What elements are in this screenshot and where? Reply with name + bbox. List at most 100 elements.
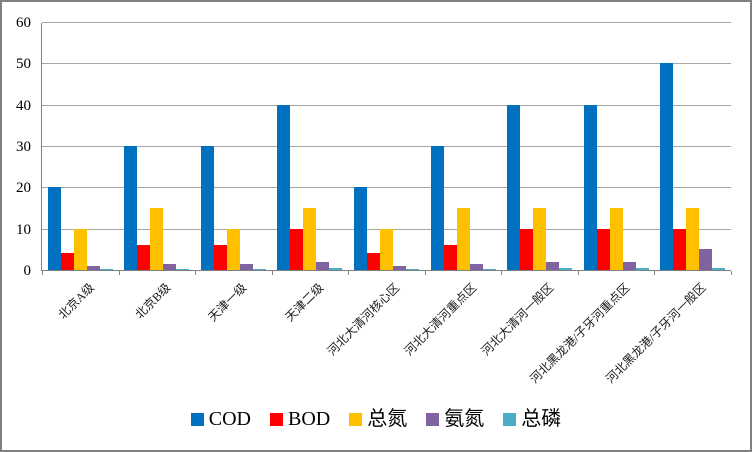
bar-ammonia-nitrogen	[316, 261, 330, 270]
bar-total-nitrogen	[456, 208, 470, 270]
bar-ammonia-nitrogen	[699, 249, 713, 270]
legend-swatch-bod	[270, 412, 283, 426]
bar-bod	[596, 228, 610, 270]
legend-label-bod: BOD	[288, 408, 331, 430]
bar-cod	[47, 187, 61, 270]
x-category-label-6: 河北大清河重点区	[401, 280, 480, 359]
y-axis-tick-labels: 0 10 20 30 40 50 60	[2, 15, 35, 279]
bar-ammonia-nitrogen	[546, 261, 560, 270]
legend-label-cod: COD	[208, 408, 251, 430]
bar-group-4	[272, 23, 349, 270]
gridline-30	[42, 146, 731, 147]
legend-item-total-nitrogen: 总氮	[349, 406, 407, 432]
bar-group-2	[119, 23, 196, 270]
bar-cod	[277, 104, 291, 270]
bar-bod	[443, 245, 457, 270]
x-category-label-7: 河北大清河一般区	[478, 280, 556, 359]
gridline-50	[42, 63, 731, 65]
bar-total-nitrogen	[226, 228, 240, 270]
legend-label-total-phosphorus: 总磷	[521, 408, 562, 430]
bar-group-7	[501, 23, 578, 270]
legend-item-total-phosphorus: 总磷	[503, 406, 561, 432]
bar-total-nitrogen	[73, 228, 87, 270]
bar-total-phosphorus	[635, 267, 649, 270]
bar-bod	[520, 228, 534, 270]
bar-ammonia-nitrogen	[469, 263, 483, 270]
x-category-label-2: 北京B级	[132, 280, 174, 322]
x-category-label-1: 北京A级	[55, 280, 97, 322]
x-axis-line	[42, 270, 731, 271]
bar-total-nitrogen	[380, 228, 394, 270]
legend-swatch-total-phosphorus	[503, 412, 517, 426]
bar-cod	[660, 63, 674, 270]
bar-bod	[290, 228, 304, 270]
bar-group-1	[42, 23, 119, 270]
x-axis-tick	[271, 271, 273, 275]
x-category-label-3: 天津一级	[205, 280, 250, 325]
bar-ammonia-nitrogen	[622, 261, 636, 270]
bar-total-nitrogen	[609, 208, 623, 270]
gridline-60	[42, 22, 731, 23]
bar-total-phosphorus	[712, 267, 726, 270]
bar-ammonia-nitrogen	[86, 265, 100, 270]
plot-area	[41, 22, 732, 275]
bar-total-phosphorus	[176, 268, 190, 270]
legend-item-ammonia-nitrogen: 氨氮	[426, 406, 484, 432]
y-tick-label-60: 60	[16, 15, 31, 31]
bar-bod	[367, 253, 381, 270]
legend-item-bod: BOD	[270, 406, 330, 432]
bar-cod	[200, 146, 214, 270]
bar-total-nitrogen	[150, 208, 164, 270]
y-tick-label-20: 20	[16, 180, 31, 197]
x-axis-tick	[348, 271, 350, 275]
bar-total-phosphorus	[252, 268, 266, 270]
x-axis-tick	[195, 271, 197, 275]
x-axis-tick	[501, 271, 503, 275]
legend-item-cod: COD	[190, 406, 251, 432]
chart-legend: COD BOD 总氮 氨氮 总磷	[2, 406, 750, 432]
legend-swatch-ammonia-nitrogen	[426, 412, 440, 426]
bar-total-phosphorus	[482, 268, 496, 270]
x-axis-tick	[731, 271, 732, 275]
bar-group-6	[425, 23, 502, 270]
y-tick-label-50: 50	[16, 56, 31, 73]
bar-cod	[124, 146, 138, 270]
x-axis-tick	[118, 271, 120, 275]
bar-ammonia-nitrogen	[239, 263, 253, 270]
bar-bod	[213, 245, 227, 270]
bar-bod	[60, 253, 74, 270]
bar-cod	[507, 104, 521, 270]
legend-swatch-cod	[190, 412, 204, 426]
gridline-20	[42, 187, 731, 189]
bar-groups	[42, 23, 731, 270]
x-axis-tick	[42, 271, 43, 275]
y-tick-label-0: 0	[23, 263, 32, 279]
bar-total-nitrogen	[686, 208, 700, 270]
x-axis-tick	[577, 271, 579, 275]
bar-bod	[137, 245, 151, 270]
bar-total-phosphorus	[559, 267, 573, 270]
bar-ammonia-nitrogen	[393, 265, 407, 270]
bar-group-3	[195, 23, 272, 270]
bar-ammonia-nitrogen	[163, 263, 177, 270]
bar-cod	[354, 187, 368, 270]
bar-total-phosphorus	[99, 268, 113, 270]
y-tick-label-30: 30	[16, 139, 31, 155]
bar-bod	[673, 228, 687, 270]
gridline-40	[42, 104, 731, 106]
y-tick-label-10: 10	[16, 221, 31, 238]
bar-cod	[430, 146, 444, 270]
legend-label-total-nitrogen: 总氮	[367, 408, 408, 430]
bar-total-phosphorus	[329, 267, 343, 270]
bar-cod	[583, 104, 597, 270]
legend-swatch-total-nitrogen	[349, 412, 363, 426]
legend-label-ammonia-nitrogen: 氨氮	[444, 408, 485, 430]
bar-group-8	[578, 23, 655, 270]
bar-total-phosphorus	[406, 268, 420, 270]
bar-group-5	[348, 23, 425, 270]
x-category-label-4: 天津二级	[282, 280, 327, 325]
bar-group-9	[655, 23, 732, 270]
bar-total-nitrogen	[303, 208, 317, 270]
bar-total-nitrogen	[533, 208, 547, 270]
